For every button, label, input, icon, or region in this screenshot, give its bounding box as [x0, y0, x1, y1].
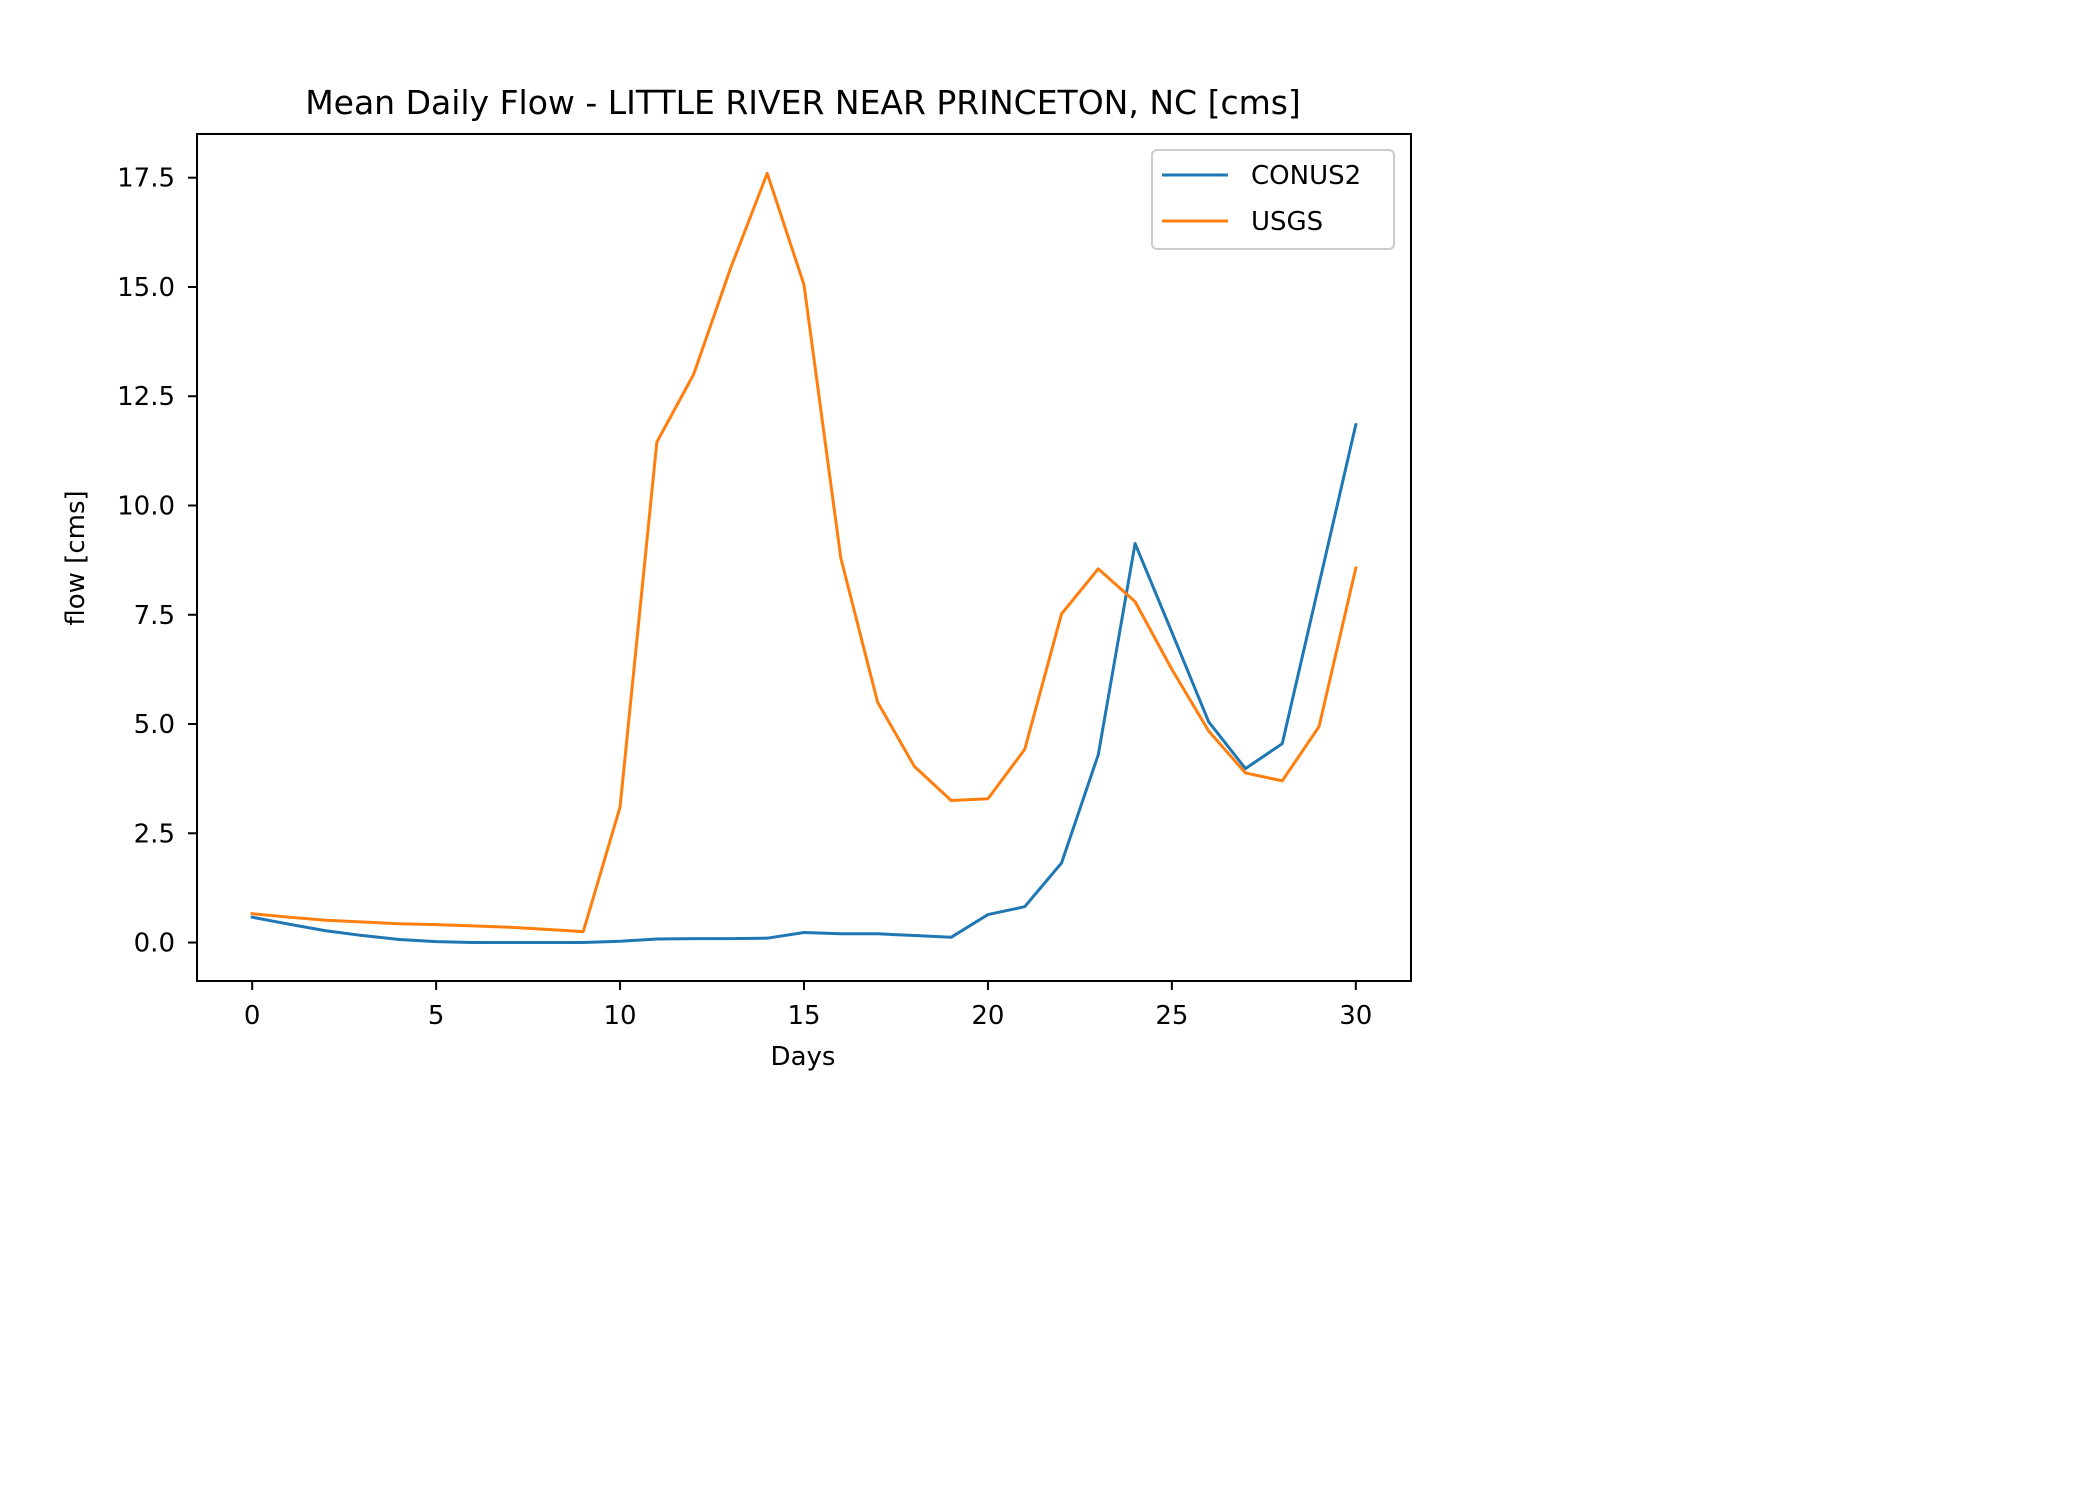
y-tick-label: 12.5	[117, 382, 175, 412]
y-tick-label: 10.0	[117, 491, 175, 521]
x-tick-label: 30	[1339, 1001, 1372, 1031]
y-tick-label: 15.0	[117, 273, 175, 303]
y-tick-label: 7.5	[134, 601, 175, 631]
chart-title: Mean Daily Flow - LITTLE RIVER NEAR PRIN…	[305, 83, 1301, 122]
x-tick-label: 10	[604, 1001, 637, 1031]
x-tick-label: 15	[787, 1001, 820, 1031]
axes-group: 0 5 10 15 20 25 30 0.0 2.5 5.0 7.5 10.0 12.5 15.0 17.5	[117, 133, 1412, 1031]
plot-area	[197, 134, 1411, 981]
y-tick-label: 17.5	[117, 164, 175, 194]
y-tick-label: 0.0	[134, 929, 175, 959]
x-tick-label: 5	[428, 1001, 445, 1031]
y-tick-label: 2.5	[134, 819, 175, 849]
x-tick-label: 20	[971, 1001, 1004, 1031]
legend: CONUS2 USGS	[1151, 149, 1395, 250]
y-tick-label: 5.0	[134, 710, 175, 740]
series-group	[250, 171, 1358, 945]
series-line-usgs	[250, 171, 1358, 934]
series-line-conus2	[250, 422, 1358, 945]
chart-figure: Mean Daily Flow - LITTLE RIVER NEAR PRIN…	[61, 83, 1412, 1072]
x-tick-label: 25	[1155, 1001, 1188, 1031]
x-axis-label: Days	[771, 1042, 836, 1072]
x-tick-label: 0	[244, 1001, 261, 1031]
y-axis-label: flow [cms]	[61, 490, 91, 625]
line-chart: Mean Daily Flow - LITTLE RIVER NEAR PRIN…	[61, 83, 1412, 1072]
plot-background	[197, 134, 1411, 981]
legend-label-conus2: CONUS2	[1251, 161, 1361, 191]
legend-label-usgs: USGS	[1251, 207, 1323, 237]
